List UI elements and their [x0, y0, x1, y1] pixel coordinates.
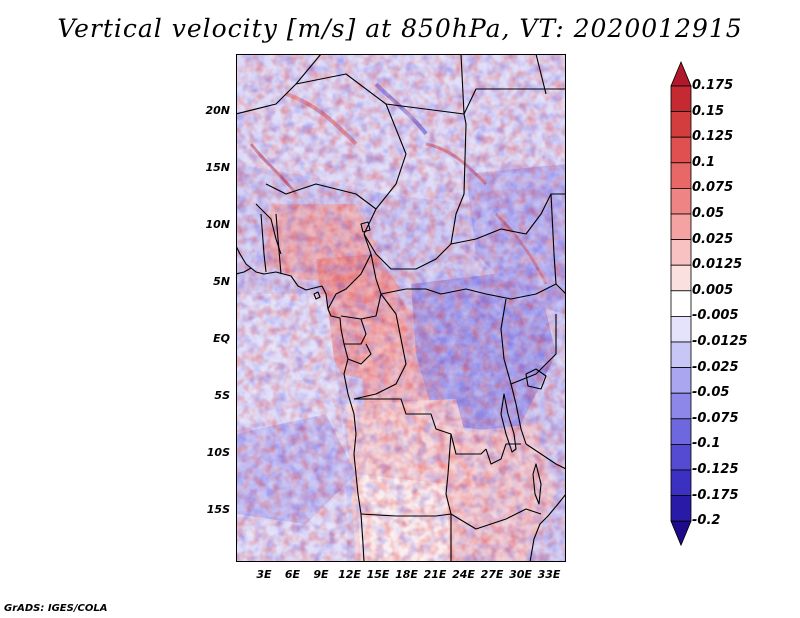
colorbar-segment: [670, 469, 692, 497]
map-border: [236, 54, 566, 562]
algeria-libya-border: [295, 54, 322, 85]
latitude-label: 5N: [213, 275, 230, 288]
longitude-label: 27E: [480, 568, 504, 581]
colorbar-segment: [670, 264, 692, 292]
west-africa-coastline: [236, 245, 365, 562]
chad-car-border: [363, 233, 452, 270]
drc-zambia-border: [485, 443, 521, 465]
lake-tanganyika: [500, 393, 517, 453]
cameroon-congo-border: [340, 293, 382, 320]
colorbar-label: 0.1: [692, 154, 716, 170]
longitude-label: 3E: [256, 568, 272, 581]
colorbar-segment: [670, 315, 692, 343]
colorbar-label: 0.005: [692, 282, 734, 298]
map-panel: [236, 54, 566, 562]
colorbar-segment: [670, 290, 692, 317]
nigeria-cameroon-border: [327, 233, 372, 310]
colorbar-label: -0.175: [692, 487, 739, 503]
colorbar-segment: [670, 239, 692, 266]
vertical-velocity-field: [236, 54, 566, 562]
car-south-border: [370, 253, 487, 295]
tanzania-border: [525, 443, 566, 470]
colorbar-label: 0.075: [692, 180, 734, 196]
map-title: Vertical velocity [m/s] at 850hPa, VT: 2…: [57, 14, 743, 43]
colorbar-segment: [670, 213, 692, 241]
colorbar-label: -0.0125: [692, 334, 748, 349]
colorbar-segment: [670, 495, 692, 522]
latitude-label: 10N: [205, 218, 230, 231]
colorbar-label: -0.075: [692, 410, 739, 426]
south-sudan-drc-border: [485, 283, 557, 300]
lake-victoria: [525, 368, 547, 390]
libya-egypt-border: [460, 54, 465, 115]
latitude-label: 15S: [206, 503, 230, 516]
colorbar-label: -0.005: [692, 308, 739, 324]
colorbar-label: 0.05: [692, 206, 725, 221]
latitude-label: 15N: [205, 161, 230, 174]
colorbar-bottom-arrow: [670, 520, 692, 547]
latitude-label: 20N: [205, 104, 230, 117]
colorbar-segment: [670, 418, 692, 445]
mali-niger-algeria-border: [236, 73, 407, 185]
colorbar-label: 0.025: [692, 231, 734, 247]
colorbar-label: -0.05: [692, 385, 730, 401]
grads-credit: GrADS: IGES/COLA: [4, 603, 108, 614]
latitude-label: 10S: [206, 446, 230, 459]
longitude-label: 15E: [366, 568, 390, 581]
field-noise-white: [236, 54, 566, 562]
east-africa-coastline: [529, 493, 566, 562]
ghana-togo-border: [260, 213, 267, 273]
zambia-south-border: [475, 508, 542, 530]
benin-border: [275, 213, 282, 275]
congo-drc-border: [353, 293, 407, 400]
colorbar-segment: [670, 367, 692, 394]
colorbar-segment: [670, 162, 692, 189]
gabon-coast-border: [347, 343, 372, 365]
ethiopia-border: [550, 193, 566, 295]
latitude-label: 5S: [214, 389, 230, 402]
longitude-label: 9E: [313, 568, 329, 581]
colorbar-segment: [670, 341, 692, 369]
colorbar-label: -0.125: [692, 462, 739, 477]
chad-sudan-border: [450, 123, 467, 245]
longitude-label: 21E: [423, 568, 447, 581]
latitude-label: EQ: [213, 332, 230, 345]
red-sea-coast: [535, 54, 547, 95]
colorbar: [670, 60, 692, 547]
longitude-label: 12E: [338, 568, 361, 581]
colorbar-label: 0.175: [692, 78, 734, 93]
colorbar-segment: [670, 85, 692, 113]
colorbar-segment: [670, 187, 692, 215]
niger-south-border: [265, 183, 377, 210]
colorbar-label: -0.025: [692, 359, 739, 375]
colorbar-segment: [670, 111, 692, 138]
bioko-island: [313, 291, 321, 300]
uganda-border: [510, 314, 557, 385]
colorbar-label: 0.0125: [692, 257, 743, 273]
longitude-label: 30E: [509, 568, 532, 581]
gabon-congo-border: [344, 318, 367, 345]
longitude-label: 33E: [537, 568, 561, 581]
colorbar-segment: [670, 392, 692, 420]
colorbar-label: 0.125: [692, 129, 734, 145]
lake-chad: [360, 221, 371, 233]
egypt-sudan-border: [463, 88, 566, 115]
colorbar-segment: [670, 136, 692, 164]
colorbar-label: -0.1: [692, 436, 721, 452]
colorbar-top-arrow: [670, 60, 692, 87]
gulf-coastline: [236, 267, 252, 275]
angola-namibia-border: [360, 513, 452, 517]
colorbar-label: 0.15: [692, 103, 725, 119]
angola-zambia-border: [445, 433, 477, 530]
colorbar-segment: [670, 443, 692, 471]
colorbar-label: -0.2: [692, 513, 721, 529]
longitude-label: 6E: [284, 568, 301, 581]
longitude-label: 24E: [452, 568, 475, 581]
longitude-label: 18E: [395, 568, 418, 581]
drc-angola-border: [354, 398, 487, 455]
lake-malawi: [532, 463, 542, 505]
boundaries: [236, 54, 566, 562]
